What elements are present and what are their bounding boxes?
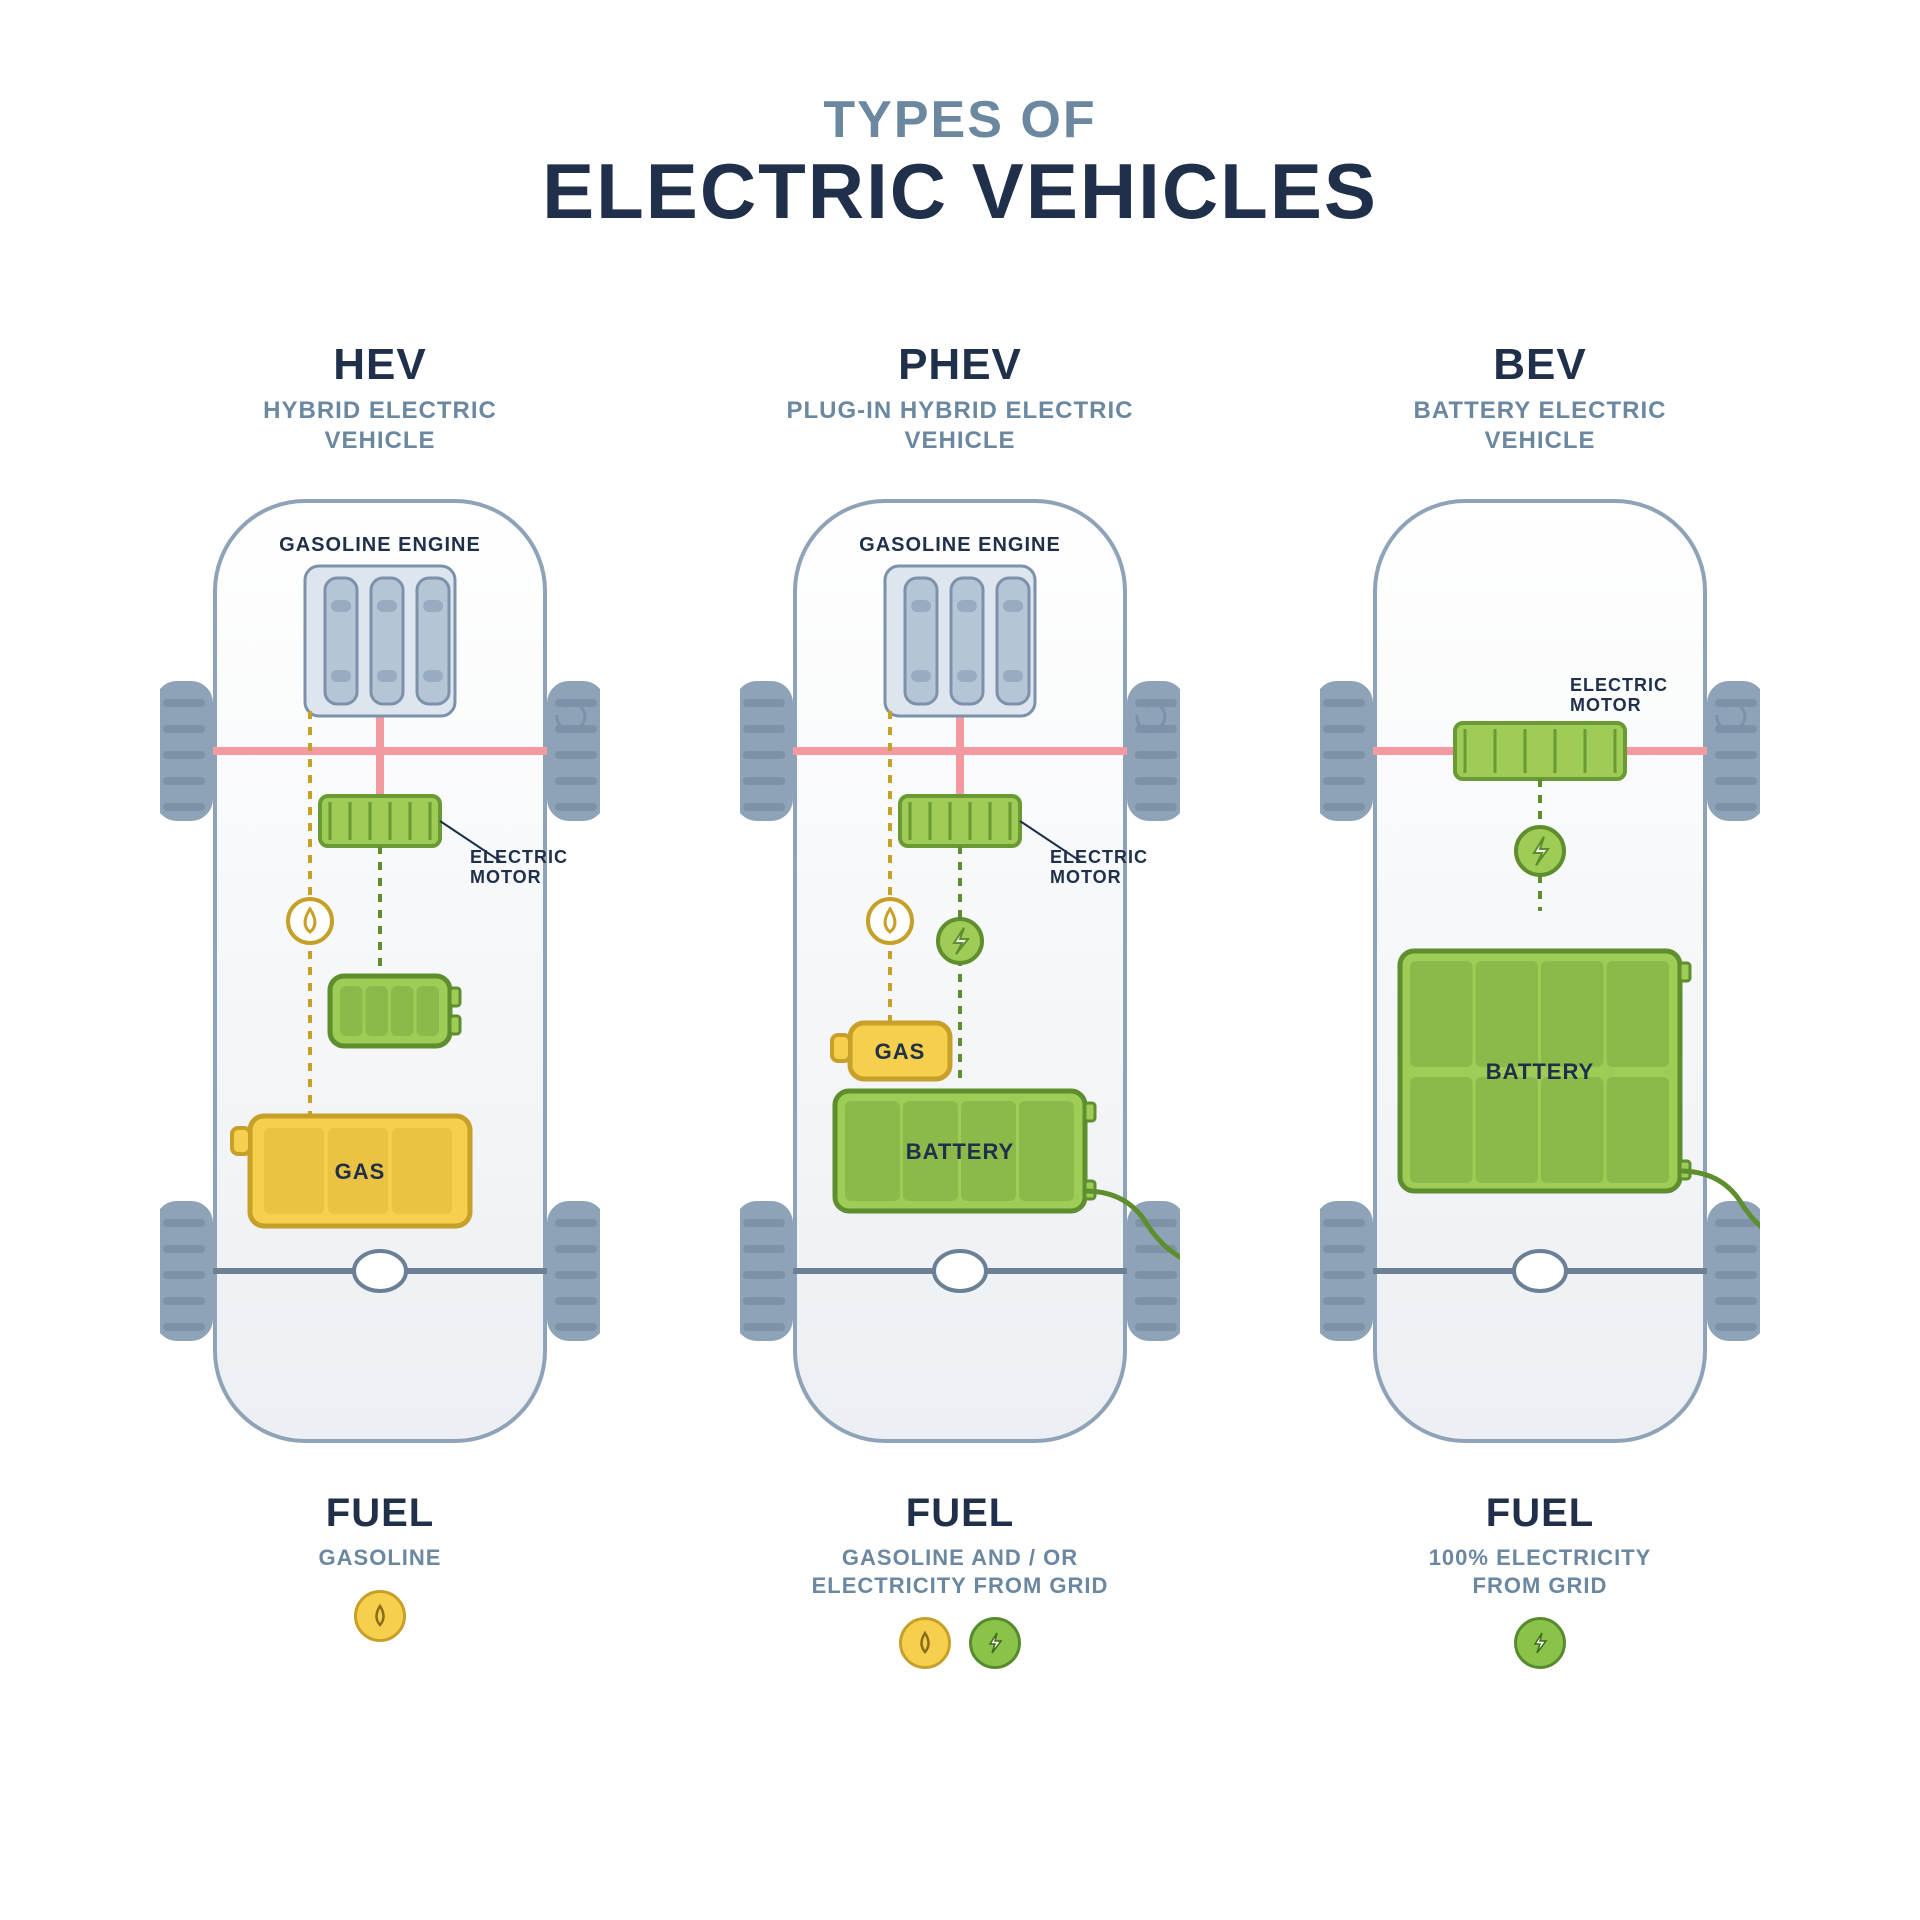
bolt-icon (1514, 1617, 1566, 1669)
panel-subtitle: BATTERY ELECTRIC VEHICLE (1280, 396, 1800, 456)
title-big: ELECTRIC VEHICLES (0, 146, 1920, 237)
svg-text:ELECTRICMOTOR: ELECTRICMOTOR (470, 847, 568, 887)
title-block: TYPES OF ELECTRIC VEHICLES (0, 90, 1920, 237)
svg-text:BATTERY: BATTERY (1486, 1059, 1594, 1084)
fuel-icons (700, 1617, 1220, 1669)
panels: HEV HYBRID ELECTRIC VEHICLE GASOLINE ENG… (0, 340, 1920, 1669)
svg-text:BATTERY: BATTERY (906, 1139, 1014, 1164)
bolt-icon (969, 1617, 1021, 1669)
fuel-desc: GASOLINE (120, 1544, 640, 1572)
oil-drop-icon (354, 1590, 406, 1642)
panel-phev: PHEV PLUG-IN HYBRID ELECTRIC VEHICLE GAS… (700, 340, 1220, 1669)
svg-text:GAS: GAS (875, 1039, 926, 1064)
fuel-desc: 100% ELECTRICITY FROM GRID (1280, 1544, 1800, 1599)
fuel-title: FUEL (120, 1491, 640, 1536)
chassis-diagram: GASOLINE ENGINE ELECTRICMOTOR GAS BATTERY (740, 491, 1180, 1451)
fuel-icons (1280, 1617, 1800, 1669)
svg-text:ELECTRICMOTOR: ELECTRICMOTOR (1050, 847, 1148, 887)
panel-title: PHEV (700, 340, 1220, 390)
fuel-desc: GASOLINE AND / OR ELECTRICITY FROM GRID (700, 1544, 1220, 1599)
infographic: TYPES OF ELECTRIC VEHICLES HEV HYBRID EL… (0, 0, 1920, 1920)
chassis-diagram: ELECTRICMOTOR BATTERY (1320, 491, 1760, 1451)
panel-title: HEV (120, 340, 640, 390)
svg-text:GASOLINE ENGINE: GASOLINE ENGINE (279, 534, 481, 556)
panel-subtitle: PLUG-IN HYBRID ELECTRIC VEHICLE (700, 396, 1220, 456)
svg-text:GAS: GAS (335, 1159, 386, 1184)
fuel-icons (120, 1590, 640, 1642)
title-small: TYPES OF (0, 90, 1920, 150)
panel-title: BEV (1280, 340, 1800, 390)
panel-hev: HEV HYBRID ELECTRIC VEHICLE GASOLINE ENG… (120, 340, 640, 1669)
fuel-title: FUEL (700, 1491, 1220, 1536)
svg-text:GASOLINE ENGINE: GASOLINE ENGINE (859, 534, 1061, 556)
chassis-diagram: GASOLINE ENGINE ELECTRICMOTOR GAS (160, 491, 600, 1451)
fuel-title: FUEL (1280, 1491, 1800, 1536)
panel-subtitle: HYBRID ELECTRIC VEHICLE (120, 396, 640, 456)
panel-bev: BEV BATTERY ELECTRIC VEHICLE ELECTRICMOT… (1280, 340, 1800, 1669)
oil-drop-icon (899, 1617, 951, 1669)
